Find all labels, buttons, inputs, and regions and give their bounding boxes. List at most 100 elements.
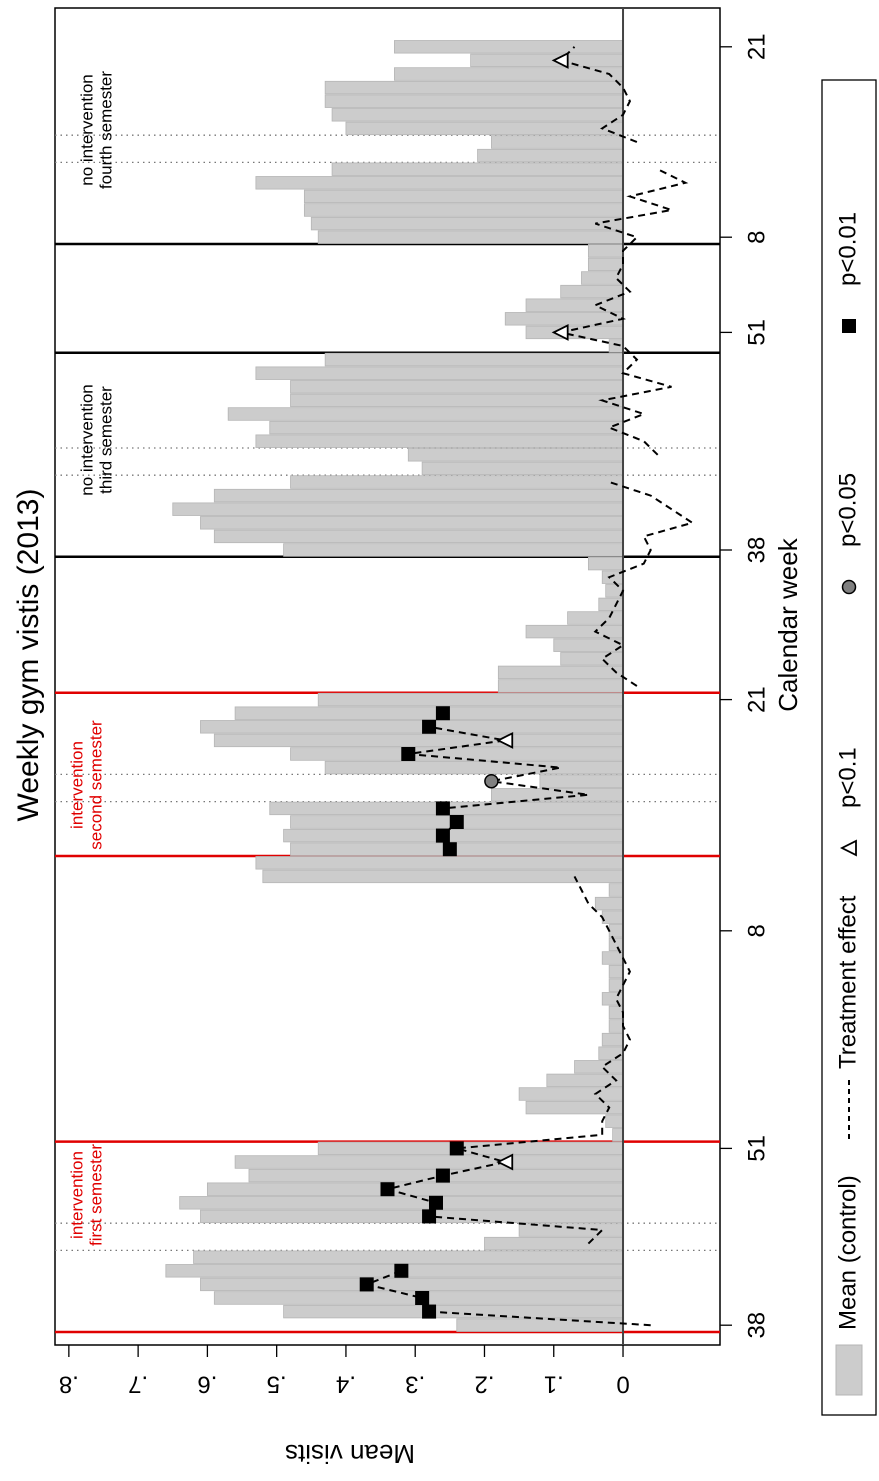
y-tick-label: .2 bbox=[474, 1371, 494, 1398]
bar bbox=[608, 924, 624, 938]
bar bbox=[290, 380, 624, 394]
bar bbox=[324, 760, 624, 775]
annotation: intervention bbox=[67, 1151, 86, 1239]
bar bbox=[290, 393, 624, 408]
bar bbox=[608, 937, 624, 952]
treatment-line bbox=[363, 46, 695, 1327]
bar bbox=[470, 53, 624, 68]
marker-square bbox=[435, 828, 450, 843]
marker-triangle bbox=[551, 323, 569, 341]
chart-title: Weekly gym vistis (2013) bbox=[12, 489, 45, 822]
bar bbox=[567, 611, 624, 625]
y-tick-label: .6 bbox=[197, 1371, 217, 1398]
x-tick-label: 8 bbox=[743, 924, 770, 937]
bar bbox=[200, 1209, 624, 1224]
bar bbox=[484, 1236, 624, 1251]
y-tick-label: .4 bbox=[336, 1371, 356, 1398]
bar bbox=[255, 856, 624, 870]
marker-square bbox=[380, 1182, 395, 1197]
bar bbox=[324, 80, 624, 95]
bar bbox=[560, 284, 624, 299]
y-tick-label: .1 bbox=[544, 1371, 564, 1398]
legend-marker bbox=[842, 319, 856, 333]
marker-square bbox=[428, 1195, 443, 1210]
bar bbox=[608, 964, 624, 979]
annotation: no intervention bbox=[77, 384, 96, 496]
bar bbox=[560, 652, 624, 666]
bar bbox=[421, 461, 624, 476]
bar bbox=[303, 203, 624, 217]
marker-triangle bbox=[496, 1153, 514, 1171]
bar bbox=[200, 1277, 624, 1292]
bar bbox=[587, 257, 624, 272]
y-tick-label: .5 bbox=[267, 1371, 287, 1398]
bar bbox=[255, 176, 624, 190]
marker-square bbox=[415, 1291, 430, 1305]
bar bbox=[234, 1155, 624, 1169]
marker-square bbox=[422, 719, 437, 734]
bar bbox=[497, 679, 624, 693]
legend-label: Mean (control) bbox=[834, 1175, 861, 1330]
y-tick-label: .3 bbox=[405, 1371, 425, 1398]
marker-square bbox=[435, 706, 450, 721]
bar bbox=[601, 1032, 624, 1047]
annotation: third semester bbox=[96, 386, 115, 494]
legend-label: p<0.1 bbox=[834, 747, 861, 808]
bar bbox=[518, 1087, 624, 1101]
bar bbox=[262, 869, 624, 884]
bar bbox=[331, 162, 624, 176]
bar bbox=[172, 502, 624, 516]
bar bbox=[394, 67, 624, 81]
bar bbox=[255, 434, 624, 448]
bar bbox=[179, 1196, 624, 1210]
bar bbox=[601, 910, 624, 924]
bar bbox=[269, 420, 624, 435]
bar bbox=[546, 1073, 624, 1088]
x-tick-label: 38 bbox=[743, 537, 770, 564]
bar bbox=[331, 108, 624, 122]
legend-swatch bbox=[835, 1344, 863, 1396]
bar bbox=[303, 189, 624, 204]
marker-square bbox=[401, 747, 416, 761]
marker-square bbox=[394, 1263, 409, 1278]
bar bbox=[394, 40, 624, 54]
legend-label: p<0.05 bbox=[834, 473, 861, 547]
x-tick-label: 8 bbox=[743, 231, 770, 244]
bar bbox=[608, 883, 624, 897]
bar bbox=[587, 556, 624, 571]
bar bbox=[553, 638, 624, 652]
marker-square bbox=[435, 801, 450, 816]
marker-triangle bbox=[496, 731, 514, 749]
marker-square bbox=[449, 1141, 464, 1156]
x-tick-label: 21 bbox=[743, 686, 770, 713]
bar bbox=[317, 692, 624, 707]
bar bbox=[283, 828, 624, 843]
marker-square bbox=[435, 1168, 450, 1183]
bar bbox=[594, 896, 624, 911]
marker-square bbox=[449, 815, 464, 829]
x-tick-label: 21 bbox=[743, 33, 770, 60]
bar bbox=[608, 1019, 624, 1033]
bar bbox=[608, 339, 624, 353]
x-axis-label: Calendar week bbox=[773, 537, 803, 711]
legend-label: Treatment effect bbox=[834, 895, 861, 1069]
bar bbox=[601, 992, 624, 1006]
bar bbox=[317, 230, 624, 244]
marker-triangle bbox=[551, 51, 569, 69]
y-tick-label: .7 bbox=[128, 1371, 148, 1398]
bar bbox=[290, 475, 624, 489]
y-tick-label: 0 bbox=[616, 1371, 629, 1398]
bar bbox=[206, 1182, 624, 1196]
legend-marker bbox=[841, 579, 857, 595]
bar bbox=[456, 1318, 624, 1332]
marker-square bbox=[442, 842, 457, 857]
marker-square bbox=[422, 1304, 437, 1319]
bar bbox=[601, 951, 624, 965]
marker-square bbox=[422, 1209, 437, 1224]
bar bbox=[283, 1304, 624, 1319]
bar bbox=[525, 325, 624, 340]
plot-frame bbox=[54, 7, 721, 1346]
bar bbox=[317, 1141, 624, 1156]
annotation: fourth semester bbox=[96, 71, 115, 189]
bar bbox=[608, 978, 624, 992]
